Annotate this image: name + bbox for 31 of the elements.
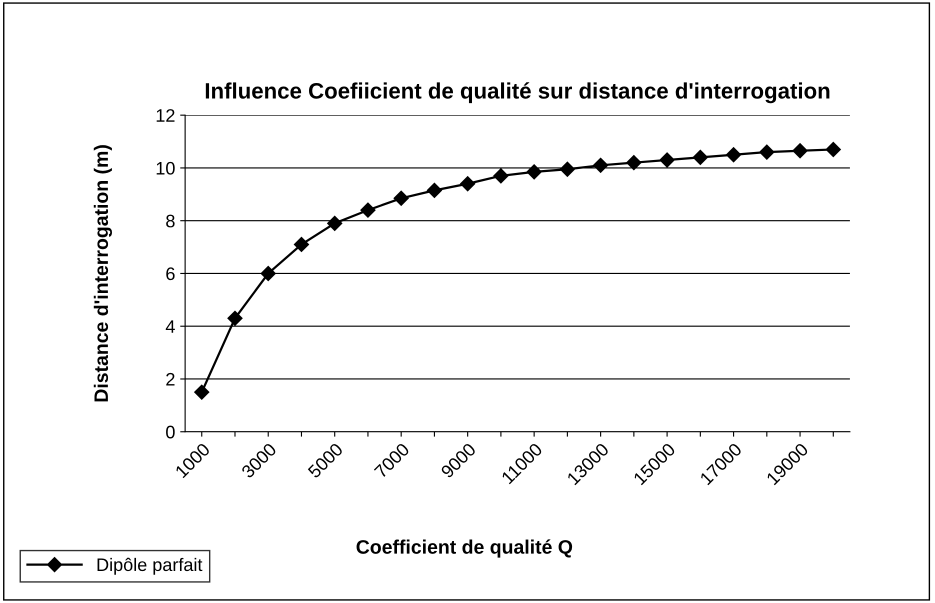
chart-title: Influence Coefiicient de qualité sur distance d'interrogation bbox=[206, 82, 830, 104]
point bbox=[227, 310, 243, 326]
point bbox=[327, 216, 342, 231]
point bbox=[593, 158, 608, 173]
point bbox=[526, 164, 542, 180]
point bbox=[294, 236, 310, 252]
y-axis-title: Distance d'interrogation (m) bbox=[94, 145, 112, 402]
point bbox=[460, 176, 476, 192]
point bbox=[759, 144, 774, 160]
point bbox=[826, 142, 841, 158]
y-tick-label: 4 bbox=[166, 320, 175, 333]
point bbox=[726, 147, 742, 162]
point bbox=[692, 150, 708, 165]
y-tick-label: 10 bbox=[156, 162, 175, 175]
x-axis-title: Coefficient de qualité Q bbox=[356, 539, 572, 558]
point bbox=[194, 384, 210, 400]
point bbox=[360, 202, 376, 218]
y-tick-label: 12 bbox=[156, 109, 175, 122]
point bbox=[626, 155, 642, 170]
point bbox=[260, 266, 276, 282]
point bbox=[792, 143, 808, 158]
y-tick-label: 8 bbox=[166, 214, 175, 228]
y-tick-label: 6 bbox=[166, 267, 175, 280]
point bbox=[426, 182, 442, 198]
point bbox=[493, 168, 508, 184]
point bbox=[394, 190, 409, 206]
point bbox=[660, 152, 675, 168]
point bbox=[560, 162, 575, 177]
y-tick-label: 0 bbox=[166, 426, 175, 438]
legend-label: Dipôle parfait bbox=[98, 558, 202, 575]
y-tick-label: 2 bbox=[166, 372, 174, 386]
